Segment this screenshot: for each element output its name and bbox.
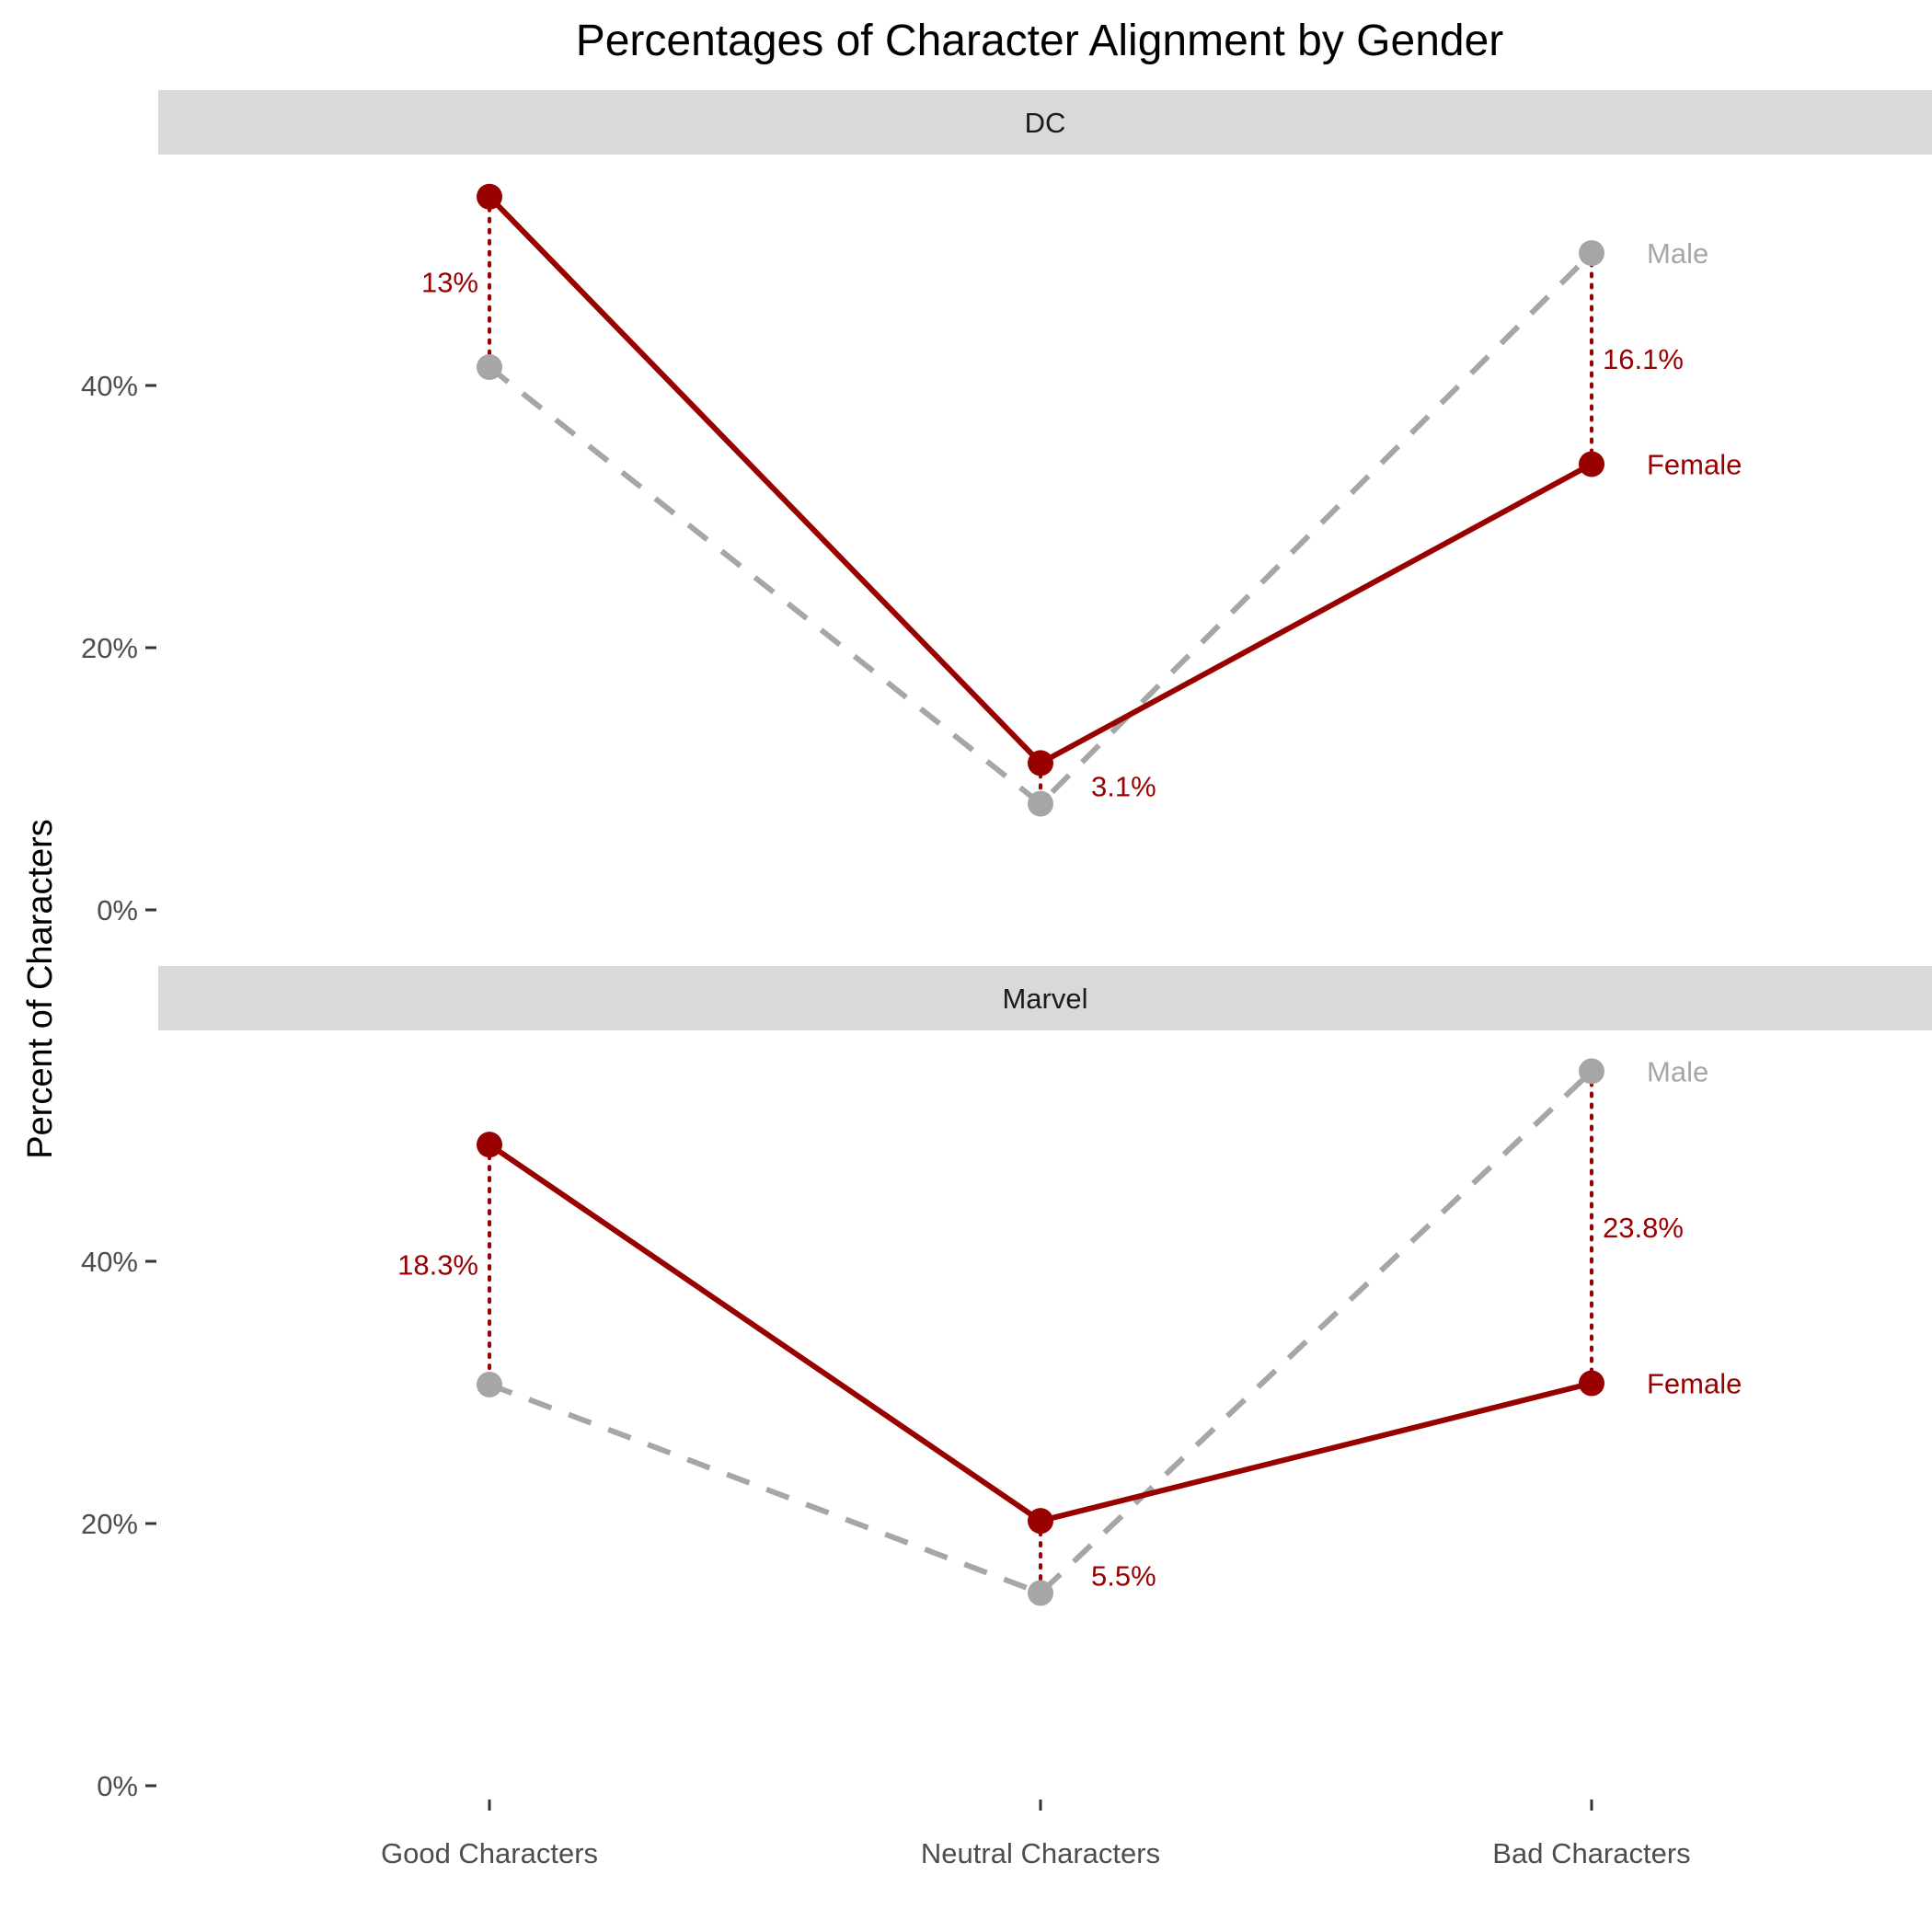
facet-strip [158,90,1932,155]
series-label-male: Male [1647,1055,1708,1087]
series-label-female: Female [1647,1368,1742,1400]
data-point-male [477,1371,502,1397]
data-point-male [1579,240,1604,267]
y-tick-label: 40% [81,370,138,402]
series-line-female [488,1142,1593,1524]
data-point-male [1028,790,1053,817]
data-point-female [1579,1370,1604,1397]
difference-label: 13% [421,266,478,298]
difference-label: 5.5% [1091,1560,1156,1593]
data-point-male [1579,1058,1604,1085]
data-point-male [477,354,502,381]
data-point-male [1028,1580,1053,1606]
difference-label: 18.3% [397,1249,478,1282]
difference-label: 3.1% [1091,771,1156,803]
x-axis: Good Characters Neutral Characters Bad Cha… [381,1800,1691,1869]
y-tick-label: 20% [81,1508,138,1540]
panel-marvel: Marvel 0% 20% 40% 18.3% 5.5% 23.8% Male Female [81,966,1932,1802]
data-point-female [1579,451,1604,477]
series-label-male: Male [1647,237,1708,270]
x-tick-label: Good Characters [381,1837,598,1869]
data-point-female [1028,750,1053,776]
series-line-male [488,250,1594,808]
facet-strip-label: DC [1025,107,1066,139]
y-tick-label: 0% [97,1770,138,1802]
facet-strip [158,966,1932,1030]
x-tick-label: Bad Characters [1492,1837,1690,1869]
panel-dc: DC 0% 20% 40% 13% 3.1% 16.1% Male Female [81,90,1932,926]
y-axis-label: Percent of Characters [21,819,60,1159]
facet-strip-label: Marvel [1002,983,1087,1015]
data-point-female [477,183,502,210]
y-tick-label: 40% [81,1246,138,1278]
data-point-female [477,1132,502,1158]
chart-title: Percentages of Character Alignment by Ge… [576,17,1504,65]
panels-layer: DC 0% 20% 40% 13% 3.1% 16.1% Male Female Marvel 0%… [81,90,1932,1802]
series-line-female [487,194,1593,767]
data-point-female [1028,1508,1053,1535]
difference-label: 23.8% [1603,1212,1684,1244]
y-tick-label: 0% [97,894,138,926]
y-tick-label: 20% [81,632,138,664]
difference-label: 16.1% [1603,343,1684,375]
series-label-female: Female [1647,449,1742,481]
x-tick-label: Neutral Characters [921,1837,1160,1869]
